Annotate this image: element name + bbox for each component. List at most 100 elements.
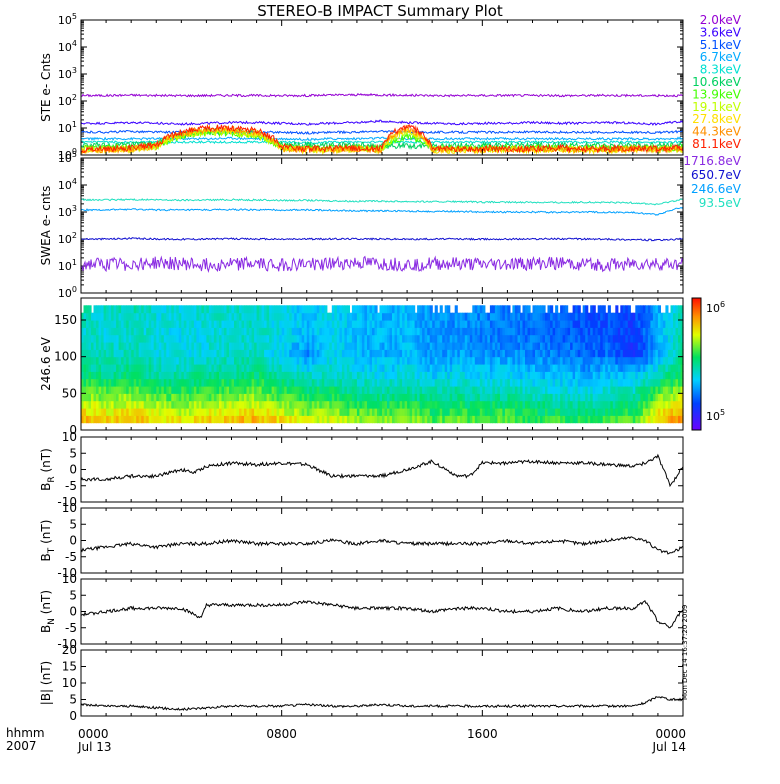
pad-cell — [397, 378, 401, 387]
pad-cell — [504, 415, 508, 424]
pad-cell — [444, 364, 448, 372]
pad-cell — [369, 320, 373, 328]
pad-cell — [605, 342, 609, 350]
pad-cell — [379, 386, 383, 394]
pad-cell — [126, 320, 130, 328]
pad-cell — [163, 364, 167, 372]
pad-cell — [291, 349, 295, 358]
pad-cell — [213, 364, 217, 372]
pad-cell — [555, 312, 559, 321]
pad-cell — [525, 415, 529, 424]
pad-cell — [261, 349, 265, 358]
pad-cell — [191, 320, 195, 328]
pad-cell — [136, 378, 140, 387]
pad-cell — [542, 320, 546, 328]
pad-cell — [622, 342, 626, 350]
pad-cell — [171, 378, 175, 387]
pad-cell — [156, 327, 160, 336]
pad-cell — [249, 371, 253, 380]
pad-cell — [630, 415, 634, 424]
pad-cell — [517, 356, 521, 365]
pad-cell — [93, 312, 97, 321]
pad-cell — [542, 400, 546, 409]
pad-cell — [404, 400, 408, 409]
pad-cell — [86, 305, 90, 314]
pad-cell — [356, 393, 360, 402]
pad-cell — [620, 386, 624, 394]
pad-cell — [83, 356, 87, 365]
pad-cell — [404, 305, 408, 314]
pad-cell — [196, 415, 200, 424]
pad-cell — [324, 400, 328, 409]
pad-cell — [88, 349, 92, 358]
pad-cell — [454, 312, 458, 321]
pad-cell — [286, 371, 290, 380]
pad-cell — [173, 371, 177, 380]
pad-cell — [193, 327, 197, 336]
pad-cell — [331, 356, 335, 365]
pad-cell — [582, 327, 586, 336]
pad-cell — [106, 400, 110, 409]
pad-cell — [394, 371, 398, 380]
pad-cell — [419, 356, 423, 365]
pad-cell — [121, 393, 125, 402]
pad-cell — [444, 386, 448, 394]
pad-cell — [226, 327, 230, 336]
pad-cell — [482, 371, 486, 380]
pad-cell — [552, 312, 556, 321]
pad-cell — [512, 334, 516, 343]
pad-cell — [229, 334, 233, 343]
pad-cell — [251, 312, 255, 321]
pad-cell — [236, 334, 240, 343]
pad-cell — [269, 312, 273, 321]
pad-cell — [590, 371, 594, 380]
pad-cell — [447, 349, 451, 358]
pad-cell — [512, 342, 516, 350]
pad-cell — [331, 327, 335, 336]
pad-cell — [530, 364, 534, 372]
pad-cell — [226, 400, 230, 409]
pad-cell — [229, 400, 233, 409]
pad-cell — [540, 327, 544, 336]
pad-cell — [497, 371, 501, 380]
pad-cell — [153, 305, 157, 314]
pad-cell — [81, 320, 85, 328]
pad-cell — [133, 364, 137, 372]
pad-cell — [625, 408, 629, 416]
pad-cell — [552, 371, 556, 380]
pad-cell — [439, 408, 443, 416]
pad-cell — [537, 349, 541, 358]
pad-cell — [284, 393, 288, 402]
pad-cell — [567, 408, 571, 416]
pad-cell — [133, 327, 137, 336]
pad-cell — [595, 400, 599, 409]
pad-cell — [224, 312, 228, 321]
pad-cell — [224, 386, 228, 394]
pad-cell — [572, 386, 576, 394]
pad-cell — [374, 320, 378, 328]
pad-cell — [509, 334, 513, 343]
pad-cell — [221, 371, 225, 380]
pad-cell — [361, 334, 365, 343]
pad-cell — [113, 393, 117, 402]
pad-cell — [284, 415, 288, 424]
pad-cell — [567, 393, 571, 402]
pad-cell — [673, 386, 677, 394]
pad-cell — [414, 393, 418, 402]
pad-cell — [565, 327, 569, 336]
pad-cell — [309, 334, 313, 343]
pad-cell — [128, 320, 132, 328]
pad-cell — [181, 320, 185, 328]
pad-cell — [319, 364, 323, 372]
pad-cell — [261, 312, 265, 321]
pad-cell — [469, 320, 473, 328]
pad-cell — [582, 349, 586, 358]
pad-cell — [301, 320, 305, 328]
pad-cell — [138, 312, 142, 321]
pad-cell — [219, 400, 223, 409]
pad-cell — [530, 386, 534, 394]
pad-cell — [311, 334, 315, 343]
pad-cell — [126, 334, 130, 343]
pad-cell — [173, 356, 177, 365]
pad-cell — [296, 371, 300, 380]
